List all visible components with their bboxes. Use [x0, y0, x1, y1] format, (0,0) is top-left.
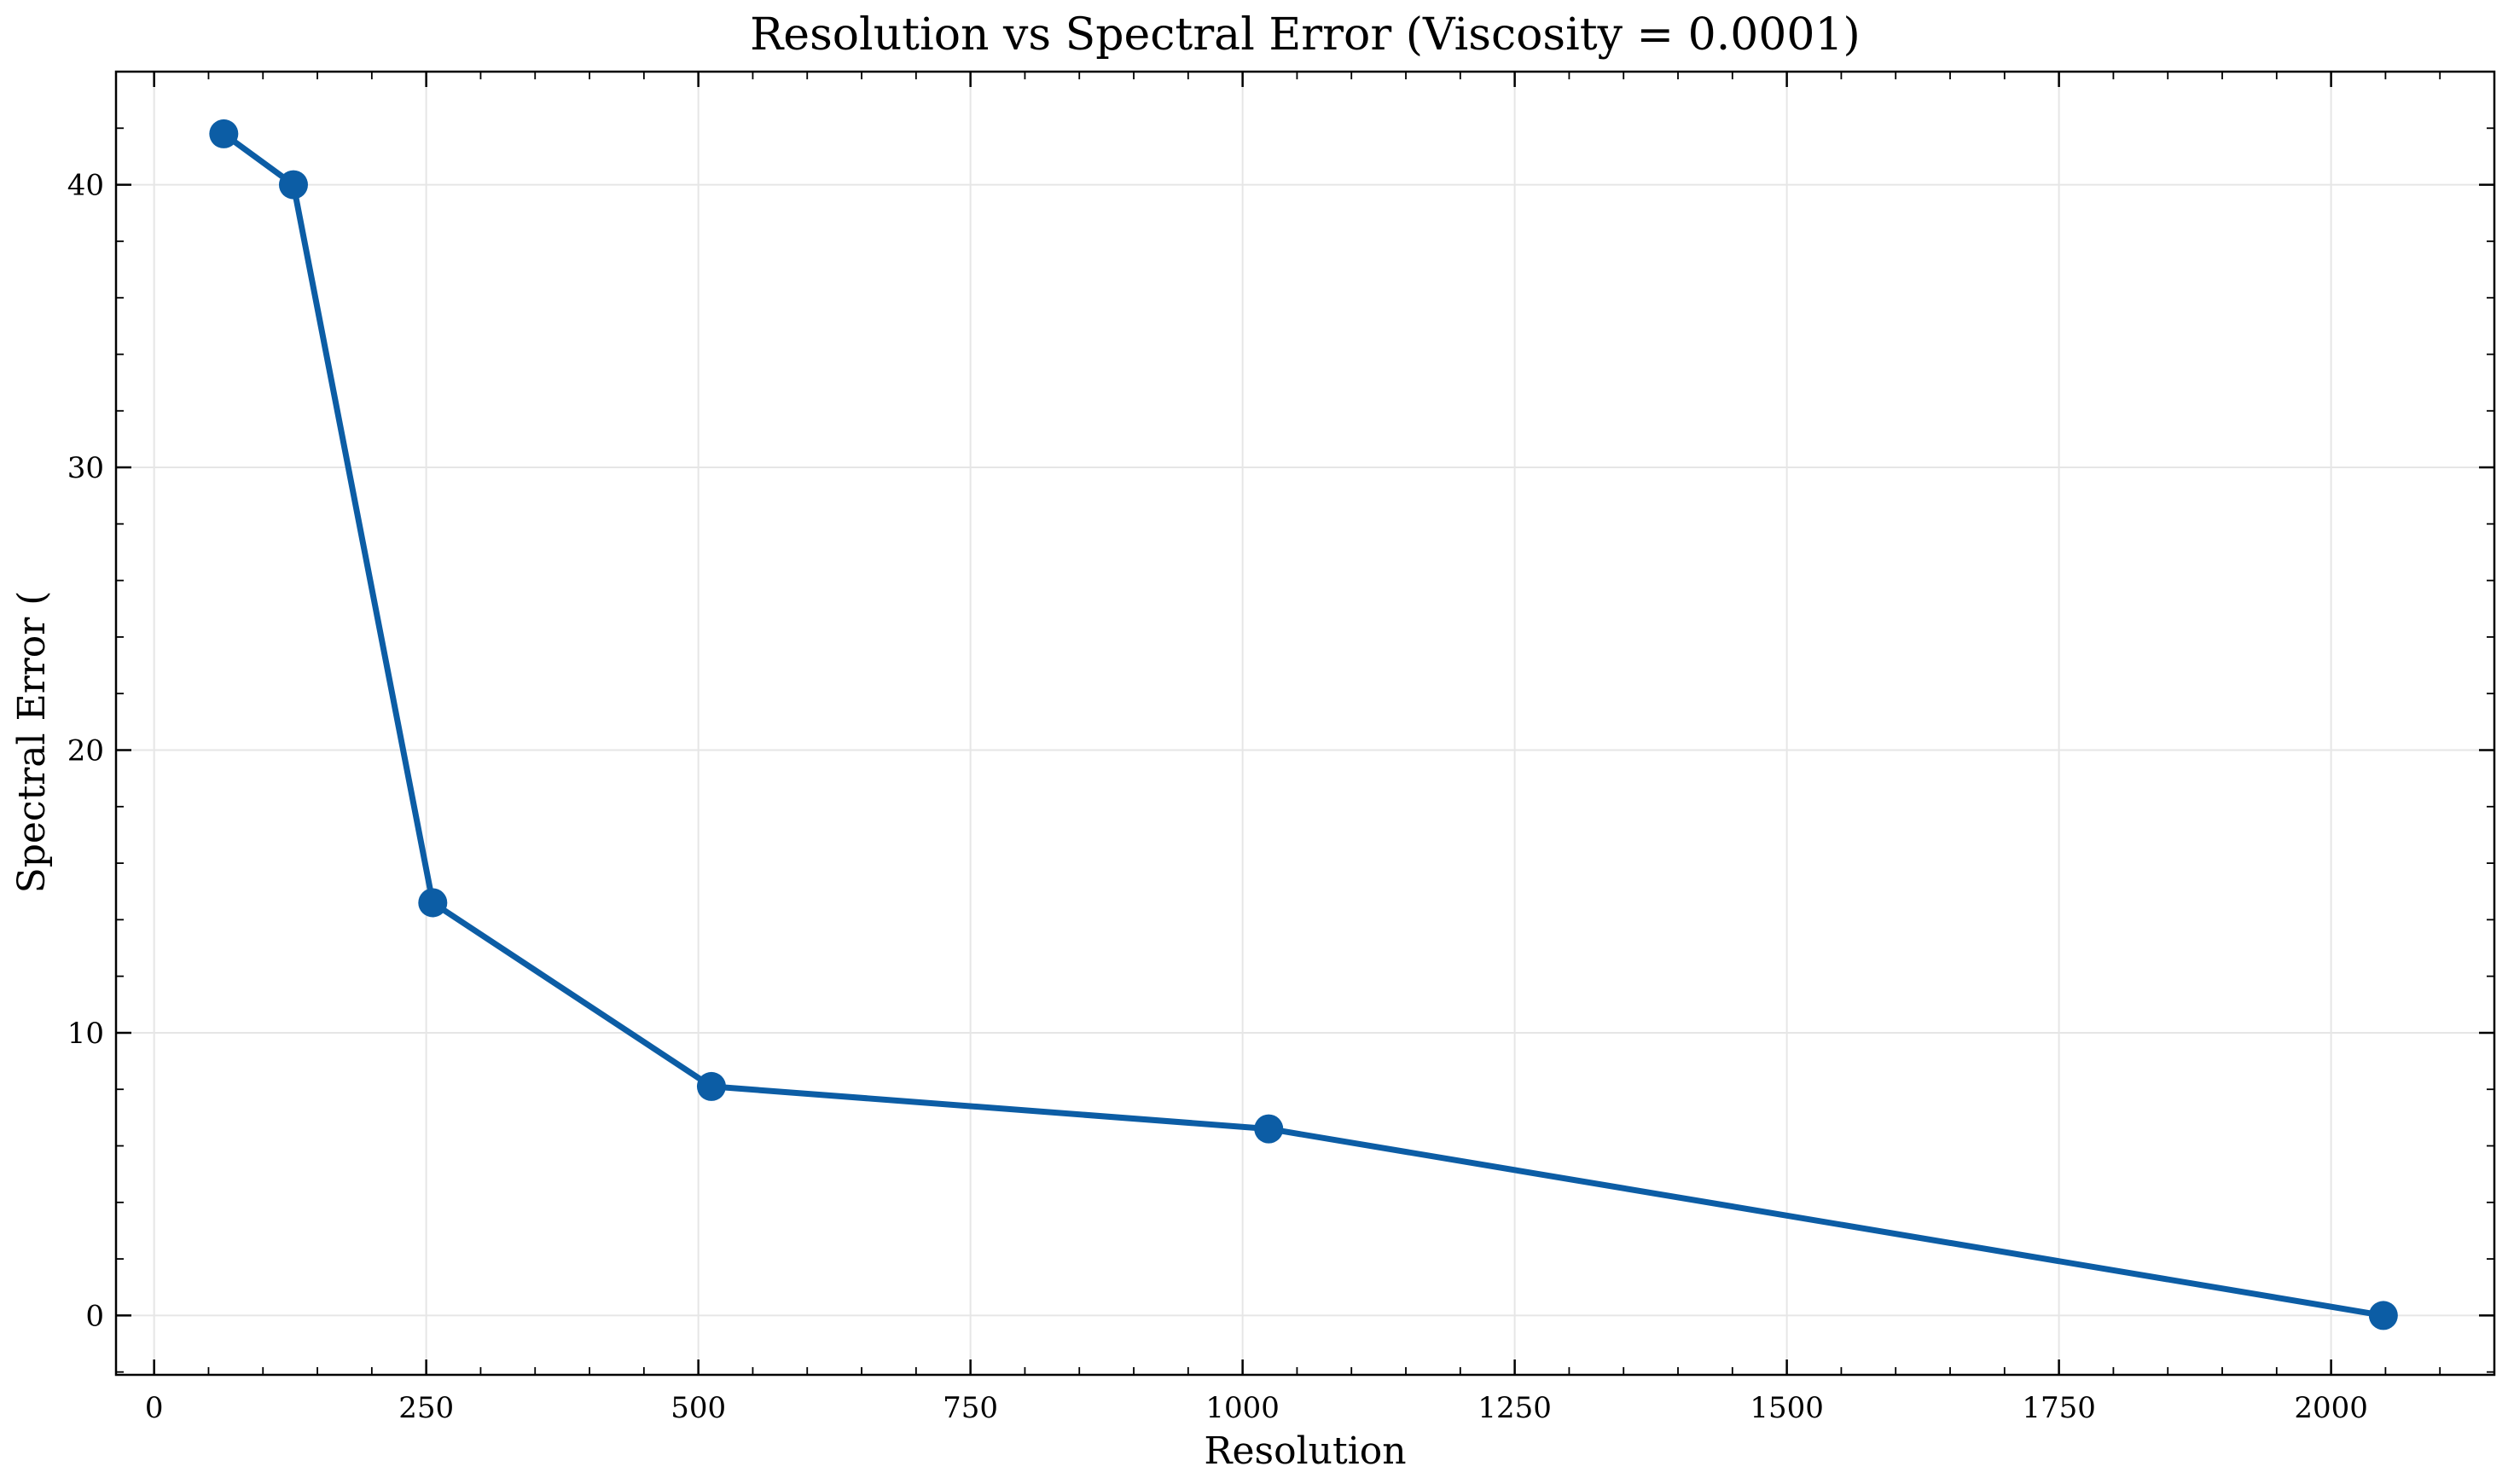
data-point [209, 119, 239, 148]
y-tick-label: 10 [67, 1017, 104, 1051]
series-layer [209, 119, 2398, 1330]
x-tick-label: 1250 [1478, 1391, 1552, 1425]
chart-title: Resolution vs Spectral Error (Viscosity … [750, 9, 1861, 61]
data-point [1254, 1114, 1284, 1144]
data-point [278, 170, 308, 200]
x-tick-label: 0 [145, 1391, 164, 1425]
y-tick-label: 20 [67, 733, 104, 768]
x-tick-label: 1000 [1205, 1391, 1280, 1425]
grid-layer [116, 72, 2494, 1375]
data-point [418, 888, 448, 918]
data-point [2368, 1301, 2398, 1330]
y-axis-label: Spectral Error ( [10, 591, 54, 894]
x-tick-label: 1500 [1750, 1391, 1824, 1425]
x-tick-label: 250 [398, 1391, 454, 1425]
plot-frame [114, 70, 2496, 1377]
ticks-layer: 0 250 500 750 1000 1250 1500 1750 2000 0 10 20 30 40 [67, 72, 2494, 1425]
minor-ticks-layer [116, 71, 2495, 1375]
x-axis-label: Resolution [1204, 1429, 1406, 1473]
y-tick-label: 30 [67, 451, 104, 485]
y-tick-label: 0 [85, 1299, 104, 1333]
x-tick-label: 500 [671, 1391, 726, 1425]
y-tick-label: 40 [67, 169, 104, 203]
x-tick-label: 2000 [2294, 1391, 2368, 1425]
x-tick-label: 750 [943, 1391, 998, 1425]
x-tick-label: 1750 [2022, 1391, 2096, 1425]
data-point [696, 1071, 726, 1101]
